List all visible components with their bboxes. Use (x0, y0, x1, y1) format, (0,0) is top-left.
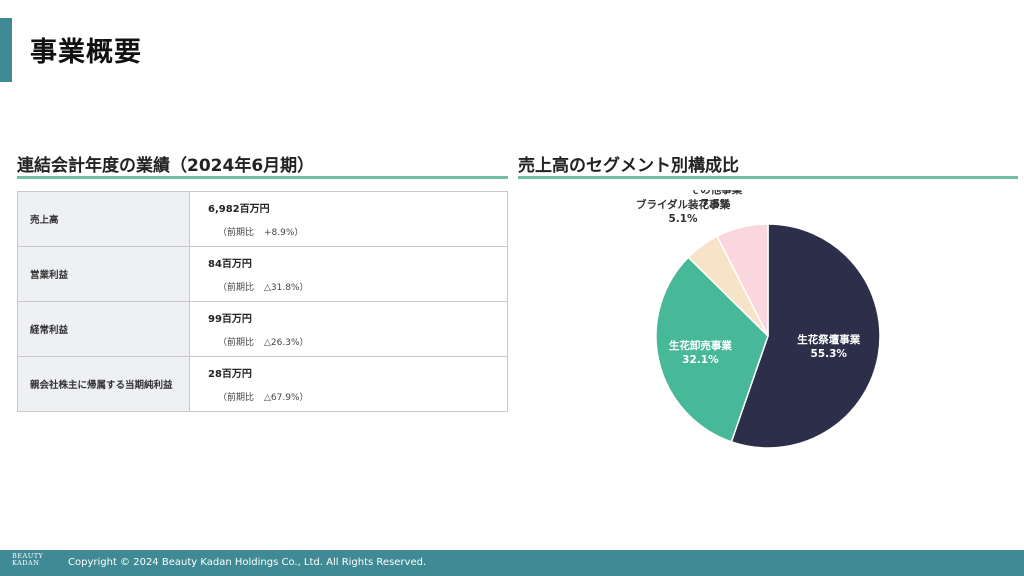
segment-section-rule (518, 176, 1018, 179)
row-value-cell: 28百万円 （前期比 △67.9%） (189, 356, 508, 412)
page-title: 事業概要 (30, 37, 142, 68)
row-label: 営業利益 (17, 246, 190, 302)
row-value-cell: 6,982百万円 （前期比 +8.9%） (189, 191, 508, 247)
pie-slice-value: 55.3% (811, 348, 848, 360)
row-note: （前期比 △67.9%） (218, 393, 309, 403)
row-value-cell: 99百万円 （前期比 △26.3%） (189, 301, 508, 357)
row-note: （前期比 △26.3%） (218, 338, 309, 348)
pie-slice-label: 生花祭壇事業 (797, 333, 860, 346)
pie-slice-value: 32.1% (682, 354, 719, 366)
pie-slice-label: その他事業 (690, 190, 743, 196)
pie-slice-value: 7.5% (701, 198, 731, 210)
row-value: 6,982百万円 (208, 204, 270, 215)
table-row: 経常利益 99百万円 （前期比 △26.3%） (17, 301, 508, 357)
title-accent-bar (0, 18, 12, 82)
pie-slice-label: ブライダル装花事業 (636, 198, 731, 211)
row-value: 99百万円 (208, 314, 252, 325)
results-section-rule (17, 176, 508, 179)
segment-section-title: 売上高のセグメント別構成比 (518, 156, 739, 176)
pie-slice (655, 256, 769, 443)
results-table: 売上高 6,982百万円 （前期比 +8.9%） 営業利益 84百万円 （前期比 △… (17, 191, 508, 412)
results-section-title: 連結会計年度の業績（2024年6月期） (17, 156, 315, 176)
row-label: 親会社株主に帰属する当期純利益 (17, 356, 190, 412)
footer-logo: BEAUTY KADAN (12, 552, 44, 567)
row-value-cell: 84百万円 （前期比 △31.8%） (189, 246, 508, 302)
pie-slice-label: 生花卸売事業 (669, 339, 732, 352)
pie-slice-value: 5.1% (668, 213, 698, 225)
row-value: 84百万円 (208, 259, 252, 270)
table-row: 売上高 6,982百万円 （前期比 +8.9%） (17, 191, 508, 247)
table-row: 営業利益 84百万円 （前期比 △31.8%） (17, 246, 508, 302)
row-label: 売上高 (17, 191, 190, 247)
row-label: 経常利益 (17, 301, 190, 357)
row-note: （前期比 +8.9%） (218, 228, 304, 238)
row-value: 28百万円 (208, 369, 252, 380)
footer-copyright: Copyright © 2024 Beauty Kadan Holdings C… (68, 557, 427, 568)
row-note: （前期比 △31.8%） (218, 283, 309, 293)
segment-pie-chart: 生花祭壇事業 55.3% 生花卸売事業 32.1% ブライダル装花事業 5.1% その他事業… (636, 190, 881, 449)
table-row: 親会社株主に帰属する当期純利益 28百万円 （前期比 △67.9%） (17, 356, 508, 412)
pie-slice (716, 223, 769, 337)
footer-bar: BEAUTY KADAN Copyright © 2024 Beauty Kad… (0, 550, 1024, 576)
